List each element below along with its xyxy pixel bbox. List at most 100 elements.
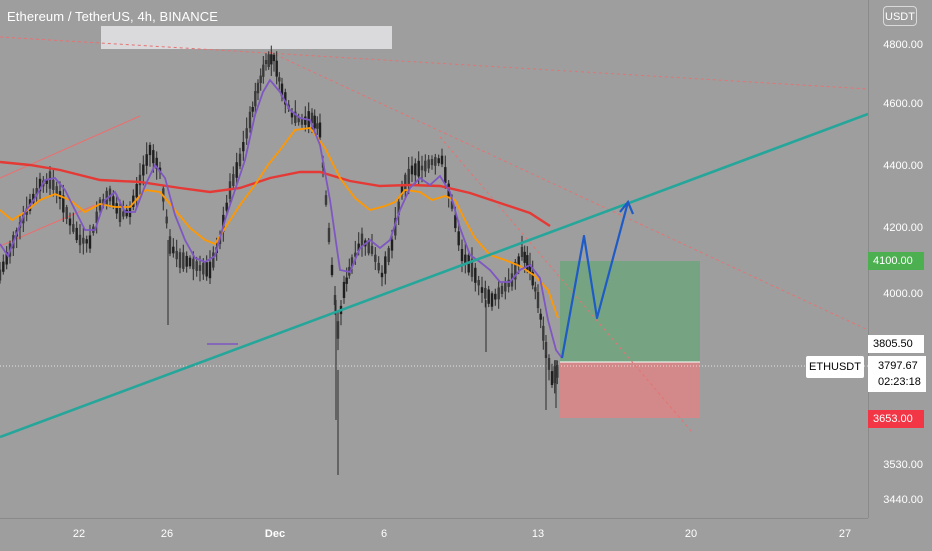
candle-body xyxy=(82,237,85,244)
dashed-resistance-upper[interactable] xyxy=(0,36,869,90)
candle-body xyxy=(444,167,447,183)
candle-body xyxy=(248,111,252,129)
candle-body xyxy=(45,179,48,184)
candle-body xyxy=(48,171,52,189)
candle-body xyxy=(294,111,297,123)
candle-body xyxy=(75,227,78,241)
candle-body xyxy=(357,243,360,251)
candle-body xyxy=(52,179,55,190)
symbol-tag: ETHUSDT xyxy=(806,356,864,378)
candle-body xyxy=(374,254,377,262)
candle-body xyxy=(202,262,205,275)
candle-body xyxy=(547,358,551,370)
candle-body xyxy=(232,174,235,186)
candle-body xyxy=(434,157,437,166)
candle-body xyxy=(2,261,5,272)
candle-body xyxy=(420,165,424,171)
candle-body xyxy=(556,365,559,378)
candle-body xyxy=(262,64,265,77)
chart-area[interactable]: Ethereum / TetherUS, 4h, BINANCE xyxy=(0,0,869,518)
time-tick: Dec xyxy=(264,528,286,540)
candle-body xyxy=(324,195,328,205)
time-tick: 6 xyxy=(380,528,388,540)
candle-body xyxy=(115,203,118,214)
candle-body xyxy=(225,202,228,211)
candle-body xyxy=(387,248,390,262)
candle-body xyxy=(542,325,545,341)
target-price-label: 4100.00 xyxy=(868,252,924,270)
candle-body xyxy=(95,211,98,224)
candle-body xyxy=(313,115,316,129)
candle-body xyxy=(297,117,300,123)
channel-line-upper[interactable] xyxy=(0,115,141,179)
candle-body xyxy=(304,116,307,125)
candle-body xyxy=(523,251,526,263)
target-zone[interactable] xyxy=(560,261,700,362)
dashed-descending-line[interactable] xyxy=(439,136,693,433)
candle-body xyxy=(264,60,268,64)
channel-line-lower[interactable] xyxy=(0,204,96,247)
price-tick: 4000.00 xyxy=(883,288,923,300)
candle-body xyxy=(270,54,273,65)
candle-body xyxy=(539,313,542,320)
candle-body xyxy=(550,371,554,385)
ma-slow-red xyxy=(0,160,551,228)
candle-body xyxy=(158,167,162,173)
last-price-box: 3797.67 02:23:18 xyxy=(868,356,926,392)
candle-body xyxy=(172,246,175,254)
candle-body xyxy=(464,254,467,265)
currency-button[interactable]: USDT xyxy=(883,6,917,26)
candle-body xyxy=(528,264,532,272)
price-chart[interactable] xyxy=(0,0,869,518)
candle-body xyxy=(175,250,178,260)
candle-body xyxy=(145,154,148,166)
candle-body xyxy=(65,207,68,219)
candle-body xyxy=(367,240,370,254)
candle-body xyxy=(72,224,75,232)
candle-body xyxy=(168,236,172,254)
candle-body xyxy=(122,211,125,217)
candle-body xyxy=(35,188,38,196)
candle-body xyxy=(427,159,430,169)
candle-body xyxy=(534,287,537,292)
candle-body xyxy=(414,163,417,176)
stop-price-label: 3653.00 xyxy=(868,410,924,428)
candle-body xyxy=(536,292,540,309)
candle-body xyxy=(354,252,357,257)
candle-body xyxy=(5,252,8,265)
candle-body xyxy=(327,227,331,242)
stop-zone[interactable] xyxy=(560,362,700,418)
candle-body xyxy=(235,162,238,178)
candle-body xyxy=(404,174,407,192)
price-tick: 4200.00 xyxy=(883,222,923,234)
candle-body xyxy=(135,184,138,198)
candle-body xyxy=(310,112,314,124)
candle-body xyxy=(487,289,490,304)
candle-body xyxy=(397,201,400,215)
ascending-trendline[interactable] xyxy=(0,112,869,439)
candle-body xyxy=(242,142,245,152)
dashed-resistance-lower[interactable] xyxy=(269,51,869,331)
candle-body xyxy=(345,277,348,284)
candle-body xyxy=(333,295,337,305)
candle-body xyxy=(188,257,192,267)
candle-body xyxy=(78,234,82,246)
price-tick: 3440.00 xyxy=(883,494,923,506)
candle-body xyxy=(490,293,494,307)
candle-body xyxy=(88,235,92,249)
candle-body xyxy=(85,239,88,244)
candle-body xyxy=(520,247,524,257)
candle-body xyxy=(212,252,215,268)
projection-path[interactable] xyxy=(560,201,630,359)
candle-body xyxy=(125,209,128,217)
candle-body xyxy=(182,252,185,269)
candle-body xyxy=(165,216,168,224)
candle-body xyxy=(417,160,420,177)
candle-body xyxy=(272,54,276,62)
candle-body xyxy=(208,261,212,279)
time-axis[interactable]: 22 26 Dec 6 13 20 27 xyxy=(0,518,868,551)
highlight-box[interactable] xyxy=(101,26,392,49)
candle-body xyxy=(470,259,474,277)
candle-body xyxy=(278,77,281,82)
candle-body xyxy=(330,264,334,276)
